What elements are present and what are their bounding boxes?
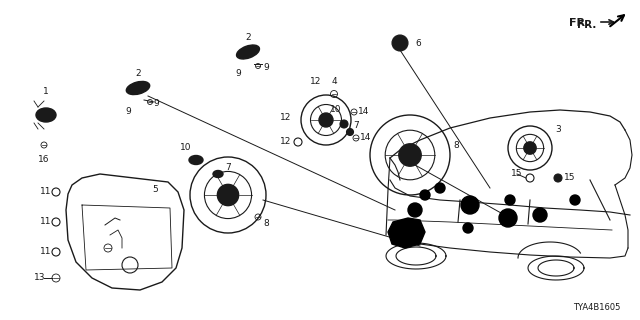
Text: 7: 7	[353, 122, 359, 131]
Text: 11: 11	[40, 247, 52, 257]
Text: 2: 2	[135, 69, 141, 78]
Circle shape	[435, 183, 445, 193]
Circle shape	[340, 120, 348, 128]
Ellipse shape	[237, 45, 259, 59]
Ellipse shape	[189, 156, 203, 164]
Text: 4: 4	[331, 77, 337, 86]
Text: 8: 8	[263, 219, 269, 228]
Circle shape	[218, 184, 239, 206]
Text: 10: 10	[330, 106, 342, 115]
Ellipse shape	[213, 171, 223, 178]
Text: 13: 13	[35, 274, 45, 283]
Text: 3: 3	[555, 125, 561, 134]
Circle shape	[524, 142, 536, 154]
Circle shape	[505, 195, 515, 205]
Text: 6: 6	[415, 38, 421, 47]
Text: 9: 9	[153, 100, 159, 108]
Text: 9: 9	[125, 108, 131, 116]
Circle shape	[570, 195, 580, 205]
Text: 14: 14	[358, 108, 370, 116]
Circle shape	[420, 190, 430, 200]
Text: TYA4B1605: TYA4B1605	[573, 303, 620, 312]
Text: 2: 2	[245, 34, 251, 43]
Text: 14: 14	[360, 133, 372, 142]
Text: 1: 1	[43, 86, 49, 95]
Text: 9: 9	[263, 63, 269, 73]
Text: 12: 12	[280, 114, 292, 123]
Circle shape	[319, 113, 333, 127]
Circle shape	[408, 203, 422, 217]
Ellipse shape	[36, 108, 56, 122]
Text: 16: 16	[38, 155, 50, 164]
Circle shape	[346, 129, 353, 135]
Circle shape	[410, 227, 420, 237]
Text: 11: 11	[40, 218, 52, 227]
Text: 8: 8	[453, 140, 459, 149]
Circle shape	[392, 35, 408, 51]
Text: 12: 12	[280, 138, 292, 147]
Text: 5: 5	[152, 186, 158, 195]
Circle shape	[463, 223, 473, 233]
Text: FR.: FR.	[570, 18, 590, 28]
Text: 10: 10	[180, 143, 192, 153]
Text: 12: 12	[310, 77, 322, 86]
Text: FR.: FR.	[577, 20, 596, 30]
Text: 15: 15	[511, 170, 523, 179]
Text: 15: 15	[564, 173, 576, 182]
Polygon shape	[388, 218, 425, 248]
Text: 9: 9	[235, 69, 241, 78]
Ellipse shape	[126, 81, 150, 95]
Circle shape	[399, 144, 421, 166]
Text: 11: 11	[40, 188, 52, 196]
Circle shape	[533, 208, 547, 222]
Circle shape	[499, 209, 517, 227]
Circle shape	[461, 196, 479, 214]
Circle shape	[554, 174, 562, 182]
Text: 7: 7	[225, 164, 231, 172]
